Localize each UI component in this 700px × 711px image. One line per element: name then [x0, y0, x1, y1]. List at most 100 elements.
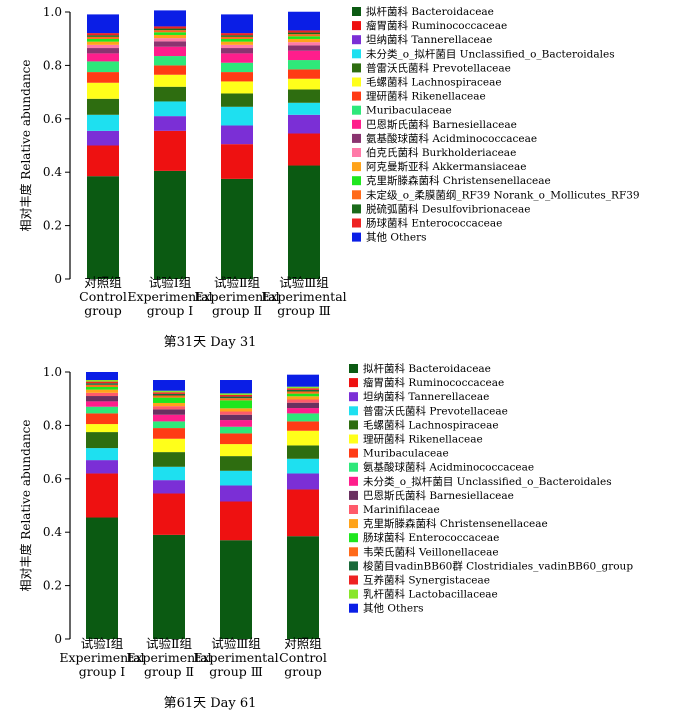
legend-label: 巴恩斯氏菌科 Barnesiellaceae — [366, 118, 517, 131]
bar-segment — [221, 38, 253, 42]
legend-label: 毛螺菌科 Lachnospiraceae — [366, 76, 502, 89]
bar-segment — [288, 78, 320, 90]
legend-label: 乳杆菌科 Lactobacillaceae — [363, 588, 498, 601]
legend-swatch — [349, 392, 358, 402]
legend-swatch — [349, 364, 358, 373]
bar-segment — [287, 389, 319, 392]
chart-title: 第31天 Day 31 — [164, 335, 257, 350]
legend-swatch — [352, 105, 361, 115]
category-label: Experimental — [126, 650, 211, 665]
category-label: group Ⅱ — [144, 664, 194, 679]
bar-segment — [288, 102, 320, 115]
bar-segment — [221, 41, 253, 45]
bar-segment — [221, 33, 253, 36]
bar-segment — [86, 406, 118, 414]
bar-segment — [87, 33, 119, 36]
bar-segment — [153, 421, 185, 429]
bar-segment — [154, 26, 186, 29]
bar-segment — [153, 395, 185, 398]
bar-segment — [87, 48, 119, 54]
bar-segment — [153, 438, 185, 453]
bar-segment — [220, 393, 252, 395]
bar-segment — [153, 452, 185, 467]
bar-segment — [154, 46, 186, 57]
bar-segment — [288, 165, 320, 279]
legend-swatch — [352, 232, 361, 242]
legend-label: 未定级_o_柔膜菌纲_RF39 Norank_o_Mollicutes_RF39 — [366, 188, 640, 201]
bar-segment — [288, 11, 320, 31]
bar-segment — [220, 396, 252, 399]
y-tick-label: 1.0 — [43, 365, 62, 379]
bar-segment — [287, 393, 319, 397]
bar-segment — [154, 28, 186, 31]
legend-swatch — [352, 204, 361, 214]
bar-segment — [220, 398, 252, 401]
category-label: 试验Ⅰ组 — [81, 636, 123, 651]
y-tick-label: 1.0 — [43, 5, 62, 19]
y-axis-label: 相对丰度 Relative abundance — [18, 420, 33, 592]
bar-segment — [287, 386, 319, 389]
bar-segment — [287, 473, 319, 490]
legend-swatch — [352, 63, 361, 73]
bar-segment — [86, 384, 118, 387]
y-tick-label: 0.8 — [43, 58, 62, 72]
bar-segment — [220, 411, 252, 415]
legend-swatch — [349, 406, 358, 416]
bar-segment — [288, 36, 320, 39]
bar-segment — [287, 391, 319, 394]
bar-segment — [221, 81, 253, 94]
bar-segment — [220, 394, 252, 397]
legend-swatch — [352, 35, 361, 45]
bar-segment — [288, 114, 320, 134]
category-label: Control — [279, 650, 327, 665]
legend-swatch — [349, 476, 358, 486]
y-tick-label: 0.2 — [43, 219, 62, 233]
category-label: group Ⅲ — [277, 303, 331, 318]
bar-segment — [221, 72, 253, 82]
bar-segment — [288, 34, 320, 37]
bar-segment — [86, 432, 118, 449]
legend-label: 普雷沃氏菌科 Prevotellaceae — [366, 61, 511, 74]
bar-segment — [220, 540, 252, 639]
category-label: group Ⅰ — [147, 303, 194, 318]
legend-swatch — [349, 575, 358, 585]
bar-segment — [154, 74, 186, 87]
chart-day31: 0 0.2 0.4 0.6 0.8 1.0 相对丰度 Relative abundance 对… — [18, 5, 640, 350]
bar-segment — [287, 445, 319, 459]
legend-label: 拟杆菌科 Bacteroidaceae — [363, 362, 491, 375]
bar-segment — [220, 408, 252, 412]
legend-label: 脱硫弧菌科 Desulfovibrionaceae — [366, 202, 531, 215]
bar-segment — [86, 517, 118, 639]
bar-segment — [288, 45, 320, 51]
bar-segment — [153, 393, 185, 396]
bar-segment — [86, 396, 118, 402]
bar-segment — [220, 380, 252, 394]
bar-segment — [154, 65, 186, 75]
legend-label: 理研菌科 Rikenellaceae — [363, 433, 483, 446]
bar-segment — [288, 60, 320, 70]
bar-segment — [87, 98, 119, 115]
legend-swatch — [352, 218, 361, 228]
legend-swatch — [352, 162, 361, 172]
legend-swatch — [349, 462, 358, 472]
bar-segment — [220, 444, 252, 457]
bar-segment — [87, 53, 119, 62]
legend-label: 伯克氏菌科 Burkholderiaceae — [366, 146, 516, 159]
legend-label: 坦纳菌科 Tannerellaceae — [363, 390, 489, 403]
bar-segment — [87, 130, 119, 146]
bar-segment — [153, 406, 185, 410]
legend-swatch — [352, 148, 361, 157]
bar-segment — [154, 116, 186, 131]
category-label: Experimental — [127, 289, 212, 304]
legend-swatch — [352, 119, 361, 129]
bar-segment — [86, 389, 118, 393]
legend-label: 普雷沃氏菌科 Prevotellaceae — [363, 404, 508, 417]
bar-segment — [86, 383, 118, 385]
bar-segment — [287, 388, 319, 390]
legend-swatch — [349, 434, 358, 444]
bar-segment — [221, 48, 253, 54]
bar-segment — [153, 380, 185, 391]
bar-segment — [153, 409, 185, 415]
bar-segment — [220, 485, 252, 502]
bar-segment — [288, 133, 320, 166]
